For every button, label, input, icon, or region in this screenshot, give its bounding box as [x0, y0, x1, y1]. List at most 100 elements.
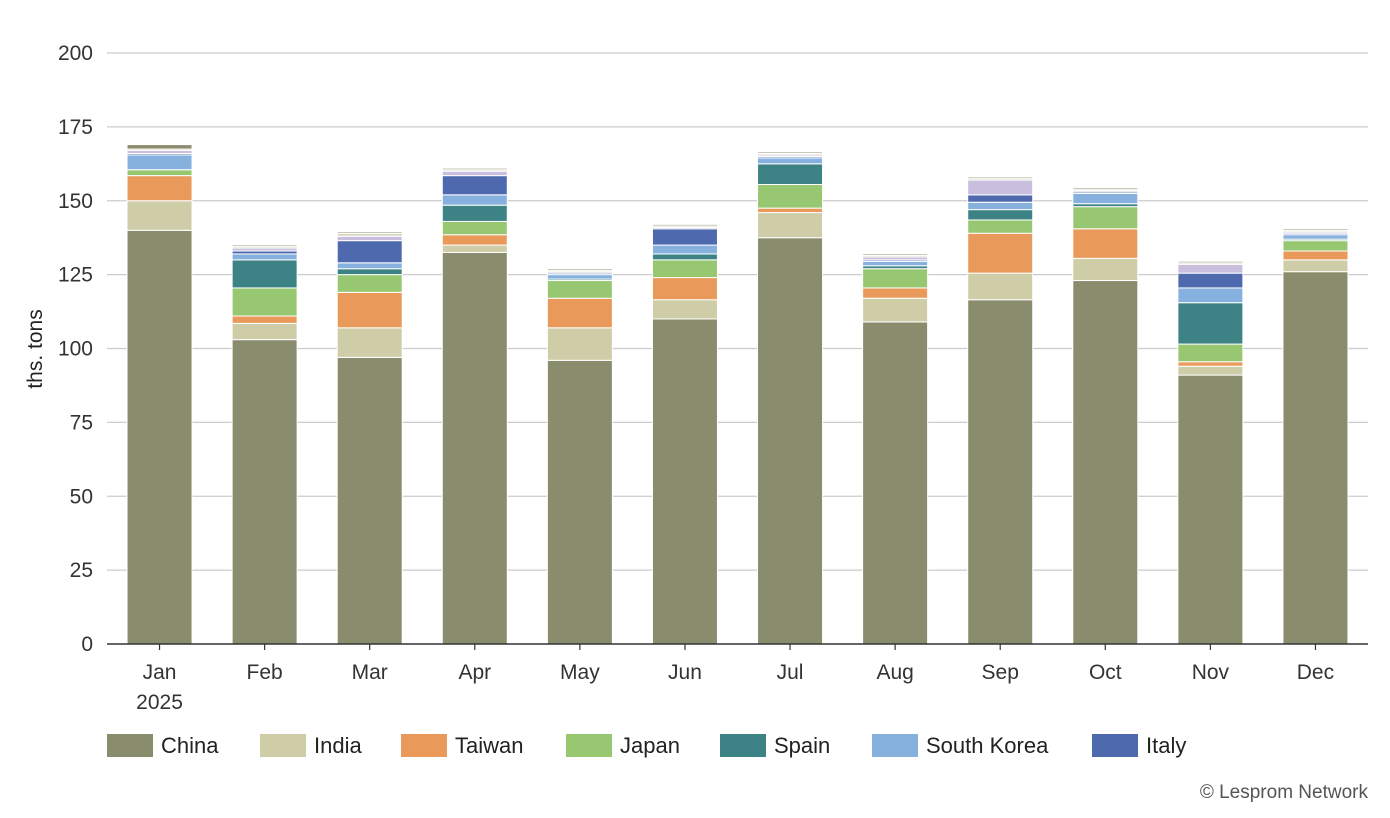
bar-segment	[231, 259, 298, 289]
x-tick-label: May	[560, 661, 600, 684]
legend-item: India	[260, 733, 362, 758]
bar-segment	[1177, 287, 1244, 304]
bar-segment	[1072, 228, 1139, 259]
legend-item: Japan	[566, 733, 680, 758]
legend-swatch	[107, 734, 153, 757]
bar-segment	[336, 356, 403, 645]
bar-segment	[126, 144, 193, 150]
bar-segment	[126, 175, 193, 202]
bar-segment	[967, 299, 1034, 645]
bar-segment	[651, 244, 718, 255]
x-tick-label: Feb	[247, 661, 283, 684]
bar-segment	[967, 176, 1034, 180]
x-axis-ticks: Jan 2025 Feb Mar Apr May Jun Jul Aug Sep Oct Nov Dec	[136, 644, 1334, 714]
legend-item: Italy	[1092, 733, 1186, 758]
bar-segment	[757, 163, 824, 185]
bar-segment	[651, 318, 718, 645]
bar-segment	[1177, 361, 1244, 367]
stacked-bar-chart: 0 25 50 75 100 125 150 175 200 Jan 2025 Feb Mar Apr M…	[24, 42, 1368, 758]
bar-segment	[126, 169, 193, 177]
bar-segment	[1072, 257, 1139, 282]
bar-segment	[231, 339, 298, 645]
bar-segment	[1282, 259, 1349, 273]
y-tick-label: 0	[81, 633, 93, 656]
bar-segment	[231, 315, 298, 324]
bar-segment	[1177, 263, 1244, 274]
legend-swatch	[1092, 734, 1138, 757]
bar-segment	[862, 297, 929, 323]
bar-segment	[441, 170, 508, 177]
y-tick-label: 25	[70, 559, 93, 582]
x-tick-label: Oct	[1089, 661, 1122, 684]
bar-segment	[441, 194, 508, 206]
legend-swatch	[260, 734, 306, 757]
x-tick-label: Jan	[143, 661, 177, 684]
bar-segment	[1282, 240, 1349, 252]
legend-label: Italy	[1146, 733, 1186, 758]
bar-segment	[1177, 343, 1244, 363]
bar-segment	[651, 299, 718, 320]
bar-segment	[336, 231, 403, 234]
bar-segment	[546, 327, 613, 361]
y-tick-label: 200	[58, 42, 93, 65]
bar-segment	[1282, 271, 1349, 645]
x-tick-year-label: 2025	[136, 691, 183, 714]
bar-segment	[1177, 302, 1244, 345]
bar-segment	[336, 268, 403, 276]
bar-segment	[546, 297, 613, 329]
bar-segment	[967, 272, 1034, 301]
bar-segment	[126, 200, 193, 231]
x-tick-label: Dec	[1297, 661, 1334, 684]
x-tick-label: Mar	[352, 661, 388, 684]
bar-segment	[231, 253, 298, 261]
bar-segment	[757, 237, 824, 645]
bar-segment	[1177, 374, 1244, 645]
bar-segment	[967, 194, 1034, 203]
legend-label: Taiwan	[455, 733, 523, 758]
bar-segment	[336, 274, 403, 293]
bar-segment	[546, 274, 613, 280]
legend-label: Japan	[620, 733, 680, 758]
bar-segment	[1072, 192, 1139, 205]
legend-label: South Korea	[926, 733, 1049, 758]
bar-segment	[441, 167, 508, 171]
legend-swatch	[401, 734, 447, 757]
x-tick-label: Apr	[458, 661, 491, 684]
bar-segment	[336, 291, 403, 329]
bar-segment	[757, 207, 824, 214]
bar-segment	[1177, 260, 1244, 264]
bar-segment	[1072, 206, 1139, 230]
x-tick-label: Jun	[668, 661, 702, 684]
grid-lines	[107, 52, 1368, 571]
x-tick-label: Aug	[876, 661, 913, 684]
bars	[126, 144, 1349, 645]
bar-segment	[126, 154, 193, 171]
bar-segment	[757, 157, 824, 165]
bar-segment	[231, 322, 298, 341]
bar-segment	[441, 204, 508, 222]
bar-segment	[967, 179, 1034, 196]
bar-segment	[336, 262, 403, 270]
bar-segment	[651, 253, 718, 261]
bar-segment	[862, 253, 929, 256]
credit-text: © Lesprom Network	[1199, 782, 1368, 803]
bar-segment	[336, 240, 403, 264]
legend-label: India	[314, 733, 362, 758]
bar-segment	[967, 201, 1034, 211]
bar-segment	[231, 244, 298, 248]
bar-segment	[441, 251, 508, 645]
bar-segment	[546, 268, 613, 271]
bar-segment	[862, 321, 929, 645]
legend-item: Spain	[720, 733, 830, 758]
bar-segment	[1177, 272, 1244, 289]
legend-swatch	[872, 734, 918, 757]
bar-segment	[651, 228, 718, 246]
legend-item: China	[107, 733, 219, 758]
y-tick-label: 150	[58, 190, 93, 213]
bar-segment	[1072, 186, 1139, 190]
legend-label: China	[161, 733, 219, 758]
bar-segment	[757, 183, 824, 209]
bar-segment	[757, 151, 824, 154]
bar-segment	[862, 260, 929, 267]
